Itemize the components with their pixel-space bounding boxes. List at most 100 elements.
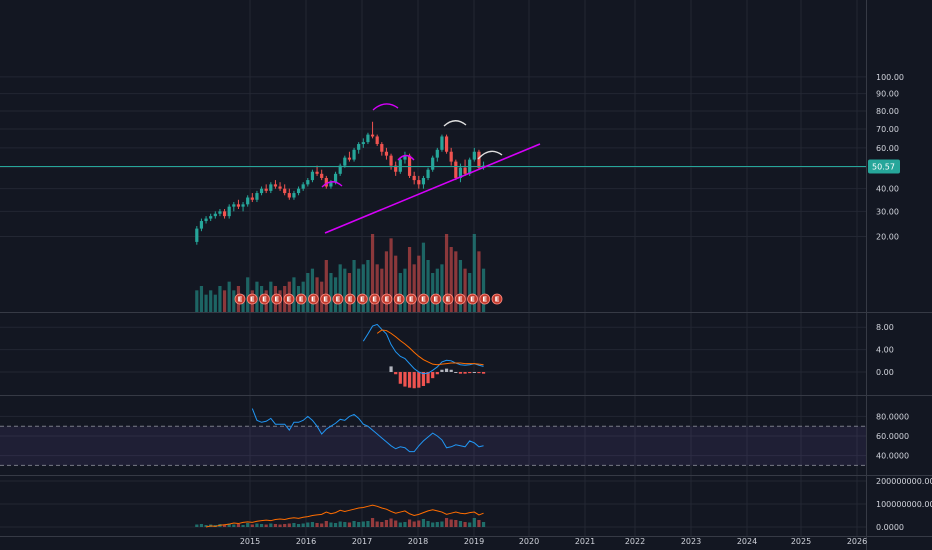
volume-bar	[218, 286, 222, 312]
volume-bar	[227, 281, 231, 312]
earnings-badge[interactable]	[454, 293, 466, 305]
volume-bar	[195, 290, 199, 312]
earnings-badge[interactable]	[418, 293, 429, 305]
macd-histogram-bar	[463, 372, 467, 374]
candle-body	[361, 142, 365, 145]
volume-bar	[421, 242, 426, 312]
trendline-drawing[interactable]	[324, 143, 541, 234]
earnings-badge[interactable]	[308, 293, 319, 305]
obv-volume-bar	[338, 521, 342, 527]
obv-volume-bar	[315, 523, 319, 527]
obv-volume-bar	[472, 518, 476, 527]
earnings-badge[interactable]	[356, 293, 368, 305]
volume-bar	[222, 290, 227, 312]
time-axis-year-label: 2026	[847, 537, 867, 546]
earnings-badge[interactable]	[271, 293, 283, 305]
obv-pane[interactable]	[195, 504, 486, 528]
volume-bar	[380, 268, 384, 312]
earnings-badge[interactable]	[381, 293, 393, 305]
earnings-badge[interactable]	[320, 293, 332, 305]
earnings-badge[interactable]	[393, 293, 405, 305]
obv-volume-bar	[431, 522, 435, 527]
earnings-badge[interactable]	[442, 293, 454, 305]
earnings-label: E	[433, 296, 438, 304]
volume-bar	[246, 277, 250, 312]
arc-drawing[interactable]	[477, 150, 503, 160]
candle-body	[477, 151, 481, 168]
earnings-badge[interactable]	[491, 293, 503, 305]
time-axis-year-label: 2021	[575, 537, 595, 546]
macd-histogram-bar	[426, 372, 430, 384]
obv-volume-bar	[361, 521, 365, 527]
volume-bar	[269, 281, 273, 312]
earnings-label: E	[323, 296, 328, 304]
obv-volume-bar	[458, 521, 463, 527]
arc-drawing[interactable]	[321, 181, 343, 188]
obv-volume-bar	[389, 518, 393, 527]
obv-volume-bar	[384, 520, 389, 527]
earnings-label: E	[409, 296, 414, 304]
volume-bar	[357, 268, 361, 312]
current-price-badge[interactable]	[868, 159, 900, 174]
candle-body	[449, 151, 453, 162]
obv-volume-bar	[310, 522, 315, 527]
volume-bar	[204, 294, 208, 312]
earnings-badge[interactable]	[430, 293, 442, 305]
earnings-badge[interactable]	[295, 293, 307, 305]
macd-histogram-bar	[407, 372, 412, 388]
candle-body	[301, 184, 305, 189]
arc-drawing[interactable]	[372, 103, 399, 111]
rsi-tick-label: 80.0000	[876, 412, 909, 421]
volume-bar	[449, 247, 453, 312]
volume-bar	[375, 264, 379, 312]
candle-body	[278, 186, 282, 189]
earnings-badge[interactable]	[405, 293, 417, 305]
obv-volume-bar	[241, 525, 245, 527]
volume-bar	[426, 260, 430, 312]
earnings-badge[interactable]	[479, 293, 491, 305]
macd-histogram-bar	[389, 366, 393, 372]
candle-body	[472, 151, 476, 160]
candle-body	[329, 182, 333, 187]
earnings-label: E	[372, 296, 377, 304]
candle-body	[389, 155, 393, 166]
obv-volume-bar	[357, 522, 361, 527]
obv-volume-bar	[306, 522, 310, 527]
earnings-badge[interactable]	[332, 293, 344, 305]
obv-volume-bar	[329, 522, 333, 527]
macd-histogram-bar	[431, 372, 435, 379]
price-tick-label: 30.00	[876, 207, 899, 216]
obv-volume-bar	[250, 524, 254, 527]
earnings-label: E	[274, 296, 279, 304]
obv-volume-bar	[296, 524, 301, 527]
obv-volume-bar	[398, 522, 402, 527]
earnings-badge[interactable]	[283, 293, 295, 305]
volume-bar	[394, 255, 398, 312]
volume-bar	[213, 294, 217, 312]
rsi-pane[interactable]	[0, 408, 866, 466]
time-axis[interactable]: 2015 2016 2017 2018 2019 2020 2021 2022 2023 2024…	[240, 537, 867, 546]
earnings-badge[interactable]	[344, 293, 356, 305]
earnings-label: E	[262, 296, 267, 304]
obv-volume-bar	[287, 523, 291, 527]
candle-body	[357, 144, 361, 150]
arc-drawing[interactable]	[443, 120, 467, 127]
earnings-badge[interactable]	[234, 293, 246, 305]
volume-bar	[292, 277, 296, 312]
candle-body	[195, 228, 199, 242]
arc-drawing[interactable]	[397, 154, 415, 161]
earnings-badge[interactable]	[246, 293, 258, 305]
volume-bar	[361, 264, 365, 312]
price-axis[interactable]: 100.0090.0080.0070.0060.0050.0040.0030.0…	[868, 73, 932, 532]
earnings-badge[interactable]	[259, 293, 270, 305]
volume-bar	[347, 273, 352, 312]
macd-pane[interactable]	[362, 323, 486, 389]
earnings-badge[interactable]	[467, 293, 478, 305]
earnings-badge[interactable]	[369, 293, 381, 305]
volume-bar	[398, 273, 402, 312]
obv-volume-bar	[481, 522, 486, 527]
earnings-label: E	[299, 296, 304, 304]
candle-body	[370, 134, 375, 137]
